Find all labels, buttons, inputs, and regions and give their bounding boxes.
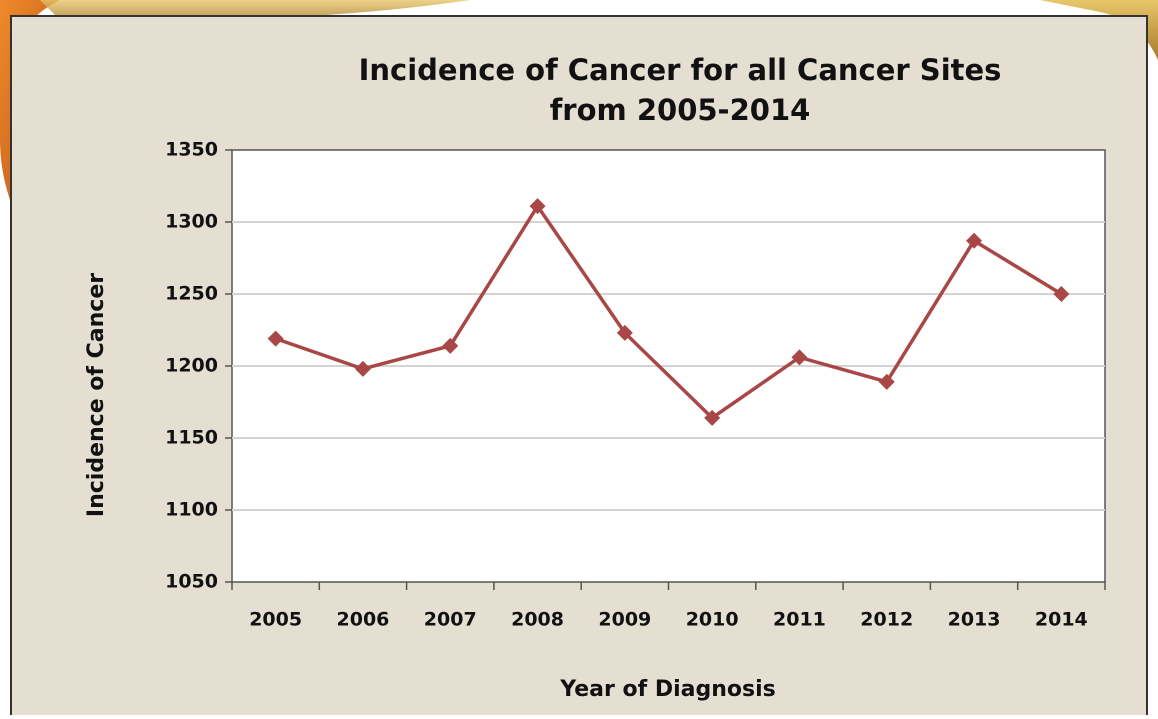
x-tick-label: 2005 <box>249 609 302 631</box>
chart-title: from 2005-2014 <box>550 93 811 127</box>
y-tick-label: 1150 <box>165 427 218 449</box>
data-point <box>966 232 983 249</box>
x-axis-label: Year of Diagnosis <box>559 677 775 702</box>
x-tick-label: 2011 <box>773 609 826 631</box>
x-tick-label: 2010 <box>686 609 739 631</box>
x-tick-label: 2012 <box>860 609 913 631</box>
y-tick-label: 1300 <box>165 211 218 233</box>
y-tick-label: 1200 <box>165 355 218 377</box>
chart-title: Incidence of Cancer for all Cancer Sites <box>359 53 1002 87</box>
data-point <box>442 337 459 354</box>
x-tick-label: 2008 <box>511 609 564 631</box>
data-line <box>275 202 1063 421</box>
data-point <box>616 324 633 341</box>
data-point <box>1053 286 1070 302</box>
x-tick-label: 2007 <box>424 609 477 631</box>
y-axis-label: Incidence of Cancer <box>84 273 109 517</box>
data-point <box>791 349 808 366</box>
y-tick-label: 1250 <box>165 283 218 305</box>
data-point <box>267 330 284 347</box>
x-tick-label: 2014 <box>1035 609 1088 631</box>
decoration <box>0 0 60 200</box>
data-point <box>878 373 895 390</box>
x-tick-label: 2006 <box>337 609 390 631</box>
x-tick-label: 2009 <box>598 609 651 631</box>
data-point <box>704 409 721 426</box>
y-tick-label: 1350 <box>165 139 218 161</box>
data-point <box>529 198 546 215</box>
data-point <box>354 360 371 377</box>
x-tick-label: 2013 <box>948 609 1001 631</box>
y-tick-label: 1050 <box>165 571 218 593</box>
y-tick-label: 1100 <box>165 499 218 521</box>
